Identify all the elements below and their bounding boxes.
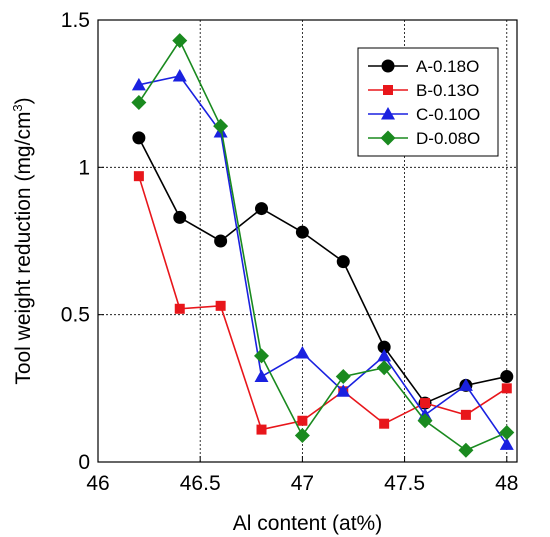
y-axis-label-end: ): [12, 97, 35, 104]
legend-marker-d-0-08o: [380, 130, 396, 146]
data-point-a-0-18o: [255, 202, 269, 216]
y-tick-label: 0: [78, 451, 90, 474]
data-point-b-0-13o: [133, 171, 144, 182]
data-point-c-0-10o: [499, 437, 514, 450]
y-tick-label: 1.5: [61, 9, 90, 32]
data-point-c-0-10o: [295, 345, 310, 359]
x-tick-label: 46.5: [180, 472, 221, 495]
y-axis-label-main: Tool weight reduction (mg/cm: [12, 112, 35, 385]
data-point-d-0-08o: [376, 360, 392, 376]
data-point-c-0-10o: [254, 369, 269, 383]
data-point-b-0-13o: [379, 418, 390, 429]
series-line-a-0-18o: [138, 137, 507, 405]
data-point-b-0-13o: [420, 398, 431, 409]
y-axis-label: Tool weight reduction (mg/cm3): [10, 97, 35, 384]
data-point-c-0-10o: [172, 68, 187, 82]
data-point-c-0-10o: [131, 77, 146, 91]
data-point-a-0-18o: [295, 225, 309, 239]
data-point-d-0-08o: [131, 95, 147, 111]
data-point-a-0-18o: [336, 255, 350, 269]
data-point-a-0-18o: [377, 340, 391, 354]
x-tick-label: 48: [495, 472, 518, 495]
data-point-b-0-13o: [174, 303, 185, 314]
x-tick-label: 47.5: [384, 472, 425, 495]
y-axis-label-sup: 3: [10, 104, 25, 111]
legend-label-b-0-13o: B-0.13O: [416, 81, 479, 100]
data-point-d-0-08o: [499, 425, 515, 441]
plot-frame: [97, 19, 518, 463]
legend-marker-a-0-18o: [381, 59, 395, 73]
series-d-0-08o: [131, 33, 515, 458]
series-line-d-0-08o: [138, 39, 508, 452]
data-point-b-0-13o: [215, 300, 226, 311]
data-point-d-0-08o: [172, 33, 188, 49]
series-b-0-13o: [133, 171, 512, 435]
legend-item-d-0-08o: D-0.08O: [368, 129, 480, 148]
x-tick-label: 46: [86, 472, 109, 495]
y-tick-label: 1: [78, 156, 90, 179]
legend-label-d-0-08o: D-0.08O: [416, 129, 480, 148]
legend-label-c-0-10o: C-0.10O: [416, 105, 480, 124]
data-point-b-0-13o: [501, 383, 512, 394]
x-axis-label: Al content (at%): [233, 512, 382, 535]
legend-marker-c-0-10o: [381, 107, 395, 120]
legend: A-0.18O B-0.13O C-0.10O D-0.08O: [357, 47, 499, 157]
data-point-b-0-13o: [256, 424, 267, 435]
data-point-a-0-18o: [500, 370, 514, 384]
axis-ticks: 46 46.5 47 47.5 48 0 0.5 1 1.5: [61, 9, 519, 495]
data-point-d-0-08o: [335, 369, 351, 385]
legend-marker-b-0-13o: [383, 85, 393, 95]
legend-item-b-0-13o: B-0.13O: [368, 81, 479, 100]
data-point-a-0-18o: [214, 234, 228, 248]
data-point-b-0-13o: [297, 415, 308, 426]
legend-item-a-0-18o: A-0.18O: [368, 57, 479, 76]
legend-label-a-0-18o: A-0.18O: [416, 57, 479, 76]
data-point-c-0-10o: [336, 384, 351, 397]
data-point-a-0-18o: [173, 210, 187, 224]
data-point-d-0-08o: [417, 413, 433, 429]
data-point-c-0-10o: [458, 378, 473, 391]
y-tick-label: 0.5: [61, 304, 90, 327]
legend-item-c-0-10o: C-0.10O: [368, 105, 480, 124]
data-point-a-0-18o: [132, 131, 146, 145]
data-point-d-0-08o: [458, 442, 474, 458]
series-line-c-0-10o: [138, 75, 508, 445]
x-tick-label: 47: [291, 472, 314, 495]
series-a-0-18o: [132, 131, 514, 410]
series-layer: [131, 33, 515, 458]
data-point-d-0-08o: [254, 348, 270, 364]
data-point-c-0-10o: [377, 348, 392, 362]
data-point-d-0-08o: [213, 118, 229, 134]
data-point-b-0-13o: [460, 409, 471, 420]
data-point-d-0-08o: [294, 427, 310, 443]
